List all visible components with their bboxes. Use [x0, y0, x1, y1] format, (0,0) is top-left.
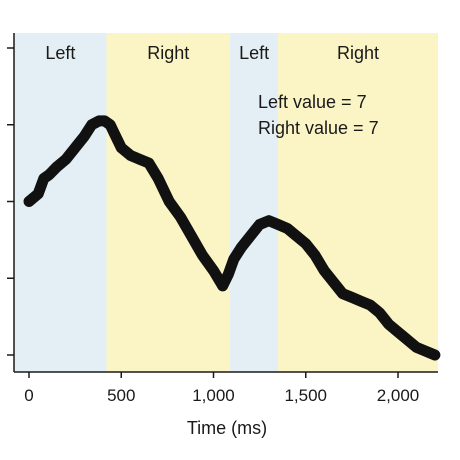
right-value-annotation: Right value = 7 — [258, 118, 379, 138]
x-ticks: 0 500 1,000 1,500 2,000 — [24, 372, 419, 405]
region-3-left — [230, 33, 279, 372]
x-tick-label: 0 — [24, 386, 33, 405]
left-value-annotation: Left value = 7 — [258, 92, 367, 112]
x-tick-label: 2,000 — [377, 386, 420, 405]
region-label-3: Left — [239, 43, 269, 63]
y-ticks — [7, 47, 14, 356]
x-tick-label: 500 — [107, 386, 135, 405]
region-label-2: Right — [147, 43, 189, 63]
background-regions — [14, 33, 438, 372]
x-tick-label: 1,000 — [192, 386, 235, 405]
region-label-4: Right — [337, 43, 379, 63]
x-tick-label: 1,500 — [284, 386, 327, 405]
x-axis-title: Time (ms) — [187, 418, 267, 438]
series-group — [23, 115, 441, 361]
series-line — [23, 115, 441, 361]
region-label-1: Left — [45, 43, 75, 63]
region-4-right — [278, 33, 438, 372]
region-labels: Left Right Left Right — [45, 43, 379, 63]
